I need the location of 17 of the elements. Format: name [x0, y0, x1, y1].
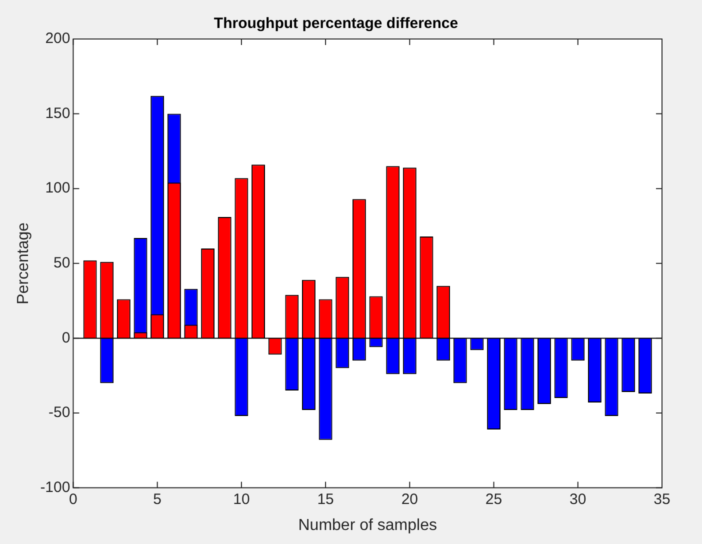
y-axis-title: Percentage — [15, 222, 32, 304]
x-tick-label: 20 — [401, 490, 418, 508]
x-axis-title: Number of samples — [298, 516, 437, 534]
y-tick-label: 100 — [45, 180, 70, 197]
x-tick-label: 25 — [485, 490, 502, 508]
chart-title: Throughput percentage difference — [214, 15, 458, 32]
x-tick-label: 35 — [654, 490, 670, 508]
y-tick-label: 200 — [45, 30, 70, 48]
y-tick-label: 150 — [45, 104, 70, 122]
x-tick-label: 5 — [153, 490, 162, 508]
x-tick-label: 30 — [570, 490, 586, 508]
x-tick-label: 15 — [317, 490, 334, 508]
y-tick-label: -100 — [40, 478, 70, 496]
y-tick-label: 0 — [62, 329, 70, 346]
y-tick-label: 50 — [54, 254, 70, 272]
y-tick-label: -50 — [48, 404, 70, 422]
x-tick-label: 10 — [233, 490, 250, 508]
